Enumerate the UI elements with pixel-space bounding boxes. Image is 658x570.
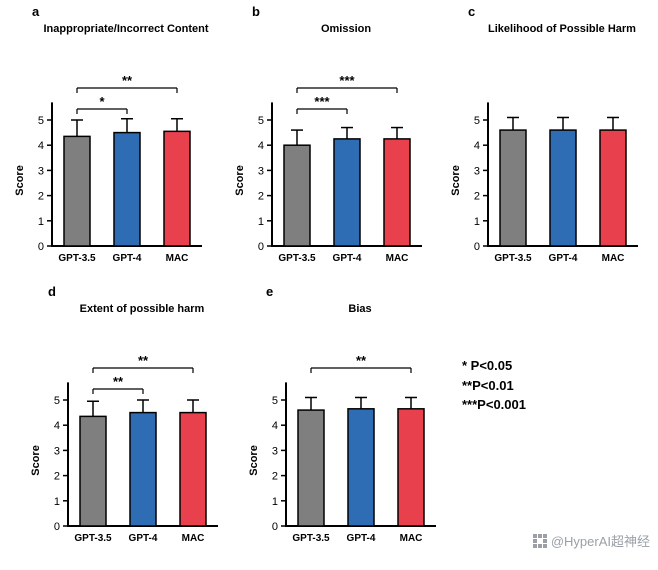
svg-text:GPT-4: GPT-4 <box>333 253 362 264</box>
hyperai-logo-icon <box>532 533 547 548</box>
chart-a: 0 1 2 3 4 5 Score GPT-3.5 GPT-4 MAC * ** <box>6 40 218 289</box>
svg-text:GPT-3.5: GPT-3.5 <box>292 533 330 544</box>
svg-text:MAC: MAC <box>386 253 409 264</box>
svg-text:MAC: MAC <box>182 533 205 544</box>
svg-text:0: 0 <box>474 241 480 253</box>
svg-text:5: 5 <box>54 395 60 407</box>
svg-text:GPT-4: GPT-4 <box>129 533 158 544</box>
panel-b: b Omission 0 1 2 3 4 5 Score GPT-3.5 GPT-4 MAC ***… <box>226 4 438 289</box>
svg-text:0: 0 <box>258 241 264 253</box>
panel-title-e: Bias <box>348 303 372 315</box>
panel-e: e Bias 0 1 2 3 4 5 Score GPT-3.5 GPT-4 MAC ** <box>240 284 452 569</box>
chart-d: 0 1 2 3 4 5 Score GPT-3.5 GPT-4 MAC ** ** <box>22 320 234 569</box>
panel-title-a: Inappropriate/Incorrect Content <box>43 23 209 35</box>
panel-d: d Extent of possible harm 0 1 2 3 4 5 Score GPT… <box>22 284 234 569</box>
svg-text:0: 0 <box>54 521 60 533</box>
svg-text:Score: Score <box>450 165 462 196</box>
svg-text:**: ** <box>113 374 124 389</box>
svg-text:GPT-3.5: GPT-3.5 <box>74 533 112 544</box>
panel-title-c: Likelihood of Possible Harm <box>488 23 636 35</box>
watermark: @HyperAI超神经 <box>532 531 650 550</box>
svg-text:5: 5 <box>474 115 480 127</box>
panel-title-b: Omission <box>320 23 372 35</box>
bar-chart-svg: 0 1 2 3 4 5 Score GPT-3.5 GPT-4 MAC <box>450 102 638 264</box>
svg-text:**: ** <box>138 353 149 368</box>
svg-text:2: 2 <box>474 191 480 203</box>
svg-text:0: 0 <box>38 241 44 253</box>
svg-text:MAC: MAC <box>602 253 625 264</box>
svg-text:4: 4 <box>258 140 264 152</box>
svg-text:2: 2 <box>272 471 278 483</box>
svg-text:GPT-3.5: GPT-3.5 <box>58 253 96 264</box>
chart-b: 0 1 2 3 4 5 Score GPT-3.5 GPT-4 MAC *** *** <box>226 40 438 289</box>
svg-text:Score: Score <box>30 445 42 476</box>
panel-c: c Likelihood of Possible Harm 0 1 2 3 4 5 Scor… <box>442 4 654 289</box>
bar-chart-svg: 0 1 2 3 4 5 Score GPT-3.5 GPT-4 MAC ** <box>248 353 436 544</box>
svg-text:3: 3 <box>272 445 278 457</box>
panel-letter-d: d <box>48 284 56 299</box>
panel-letter-e: e <box>266 284 274 299</box>
svg-text:Score: Score <box>14 165 26 196</box>
panel-title-d: Extent of possible harm <box>79 303 205 315</box>
panel-a: a Inappropriate/Incorrect Content 0 1 2 3 4 5… <box>6 4 218 289</box>
svg-text:5: 5 <box>258 115 264 127</box>
svg-text:**: ** <box>122 73 133 88</box>
watermark-text: @HyperAI超神经 <box>550 534 650 549</box>
panel-letter-c: c <box>468 4 476 19</box>
bar-chart-svg: 0 1 2 3 4 5 Score GPT-3.5 GPT-4 MAC *** *** <box>234 73 422 264</box>
svg-text:Score: Score <box>248 445 260 476</box>
svg-text:1: 1 <box>54 496 60 508</box>
svg-text:4: 4 <box>474 140 480 152</box>
svg-text:***: *** <box>339 73 355 88</box>
svg-text:3: 3 <box>258 165 264 177</box>
bar-chart-svg: 0 1 2 3 4 5 Score GPT-3.5 GPT-4 MAC ** ** <box>30 353 218 544</box>
svg-text:4: 4 <box>38 140 44 152</box>
svg-text:2: 2 <box>54 471 60 483</box>
svg-text:3: 3 <box>38 165 44 177</box>
svg-text:MAC: MAC <box>400 533 423 544</box>
chart-e: 0 1 2 3 4 5 Score GPT-3.5 GPT-4 MAC ** <box>240 320 452 569</box>
svg-text:Score: Score <box>234 165 246 196</box>
svg-text:0: 0 <box>272 521 278 533</box>
legend-line-1: * P<0.05 <box>462 358 513 373</box>
panel-letter-a: a <box>32 4 40 19</box>
svg-text:1: 1 <box>474 216 480 228</box>
panel-letter-b: b <box>252 4 260 19</box>
svg-text:**: ** <box>356 353 367 368</box>
significance-legend: * P<0.05 **P<0.01 ***P<0.001 <box>462 356 526 415</box>
svg-text:***: *** <box>314 94 330 109</box>
svg-text:GPT-3.5: GPT-3.5 <box>494 253 532 264</box>
svg-text:*: * <box>99 94 105 109</box>
svg-text:4: 4 <box>54 420 60 432</box>
svg-text:1: 1 <box>38 216 44 228</box>
svg-text:5: 5 <box>38 115 44 127</box>
svg-text:GPT-4: GPT-4 <box>549 253 578 264</box>
svg-text:3: 3 <box>54 445 60 457</box>
svg-text:GPT-4: GPT-4 <box>113 253 142 264</box>
svg-text:MAC: MAC <box>166 253 189 264</box>
svg-text:1: 1 <box>272 496 278 508</box>
svg-text:2: 2 <box>258 191 264 203</box>
svg-text:3: 3 <box>474 165 480 177</box>
svg-text:GPT-3.5: GPT-3.5 <box>278 253 316 264</box>
chart-c: 0 1 2 3 4 5 Score GPT-3.5 GPT-4 MAC <box>442 40 654 289</box>
svg-text:5: 5 <box>272 395 278 407</box>
svg-text:2: 2 <box>38 191 44 203</box>
legend-line-3: ***P<0.001 <box>462 397 526 412</box>
legend-line-2: **P<0.01 <box>462 377 514 393</box>
svg-text:1: 1 <box>258 216 264 228</box>
svg-text:4: 4 <box>272 420 278 432</box>
svg-text:GPT-4: GPT-4 <box>347 533 376 544</box>
